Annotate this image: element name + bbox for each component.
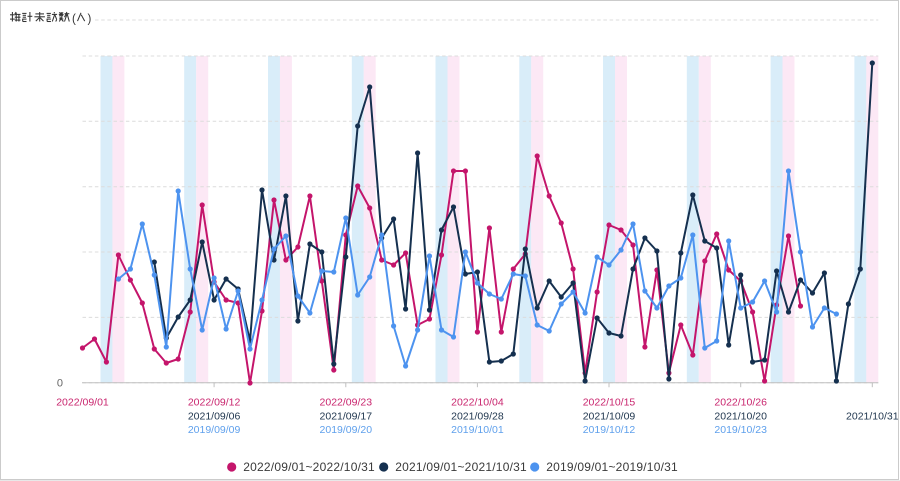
svg-text:2021/09/17: 2021/09/17 — [320, 411, 373, 423]
svg-text:2019/09/09: 2019/09/09 — [188, 424, 241, 436]
svg-text:2019/09/20: 2019/09/20 — [320, 424, 373, 436]
svg-text:2021/09/06: 2021/09/06 — [188, 411, 241, 423]
svg-text:2019/10/12: 2019/10/12 — [583, 424, 636, 436]
svg-text:2022/09/12: 2022/09/12 — [188, 397, 241, 409]
svg-text:2021/10/09: 2021/10/09 — [583, 411, 636, 423]
svg-text:): ) — [88, 14, 92, 26]
svg-text:0: 0 — [57, 378, 63, 390]
svg-text:2022/10/04: 2022/10/04 — [451, 397, 504, 409]
svg-text:2019/10/01: 2019/10/01 — [451, 424, 504, 436]
svg-text:2021/10/31: 2021/10/31 — [846, 411, 899, 423]
svg-text:2022/09/01~2022/10/31: 2022/09/01~2022/10/31 — [243, 460, 375, 474]
svg-text:2019/09/01~2019/10/31: 2019/09/01~2019/10/31 — [546, 460, 678, 474]
svg-text:2021/09/01~2021/10/31: 2021/09/01~2021/10/31 — [395, 460, 527, 474]
svg-text:2022/10/26: 2022/10/26 — [714, 397, 767, 409]
svg-text:2022/09/01: 2022/09/01 — [56, 397, 109, 409]
svg-text:2022/09/23: 2022/09/23 — [320, 397, 373, 409]
svg-text:2022/10/15: 2022/10/15 — [583, 397, 636, 409]
svg-text:2019/10/23: 2019/10/23 — [714, 424, 767, 436]
svg-text:2021/10/20: 2021/10/20 — [714, 411, 767, 423]
svg-text:2021/09/28: 2021/09/28 — [451, 411, 504, 423]
svg-text:(: ( — [72, 14, 76, 26]
